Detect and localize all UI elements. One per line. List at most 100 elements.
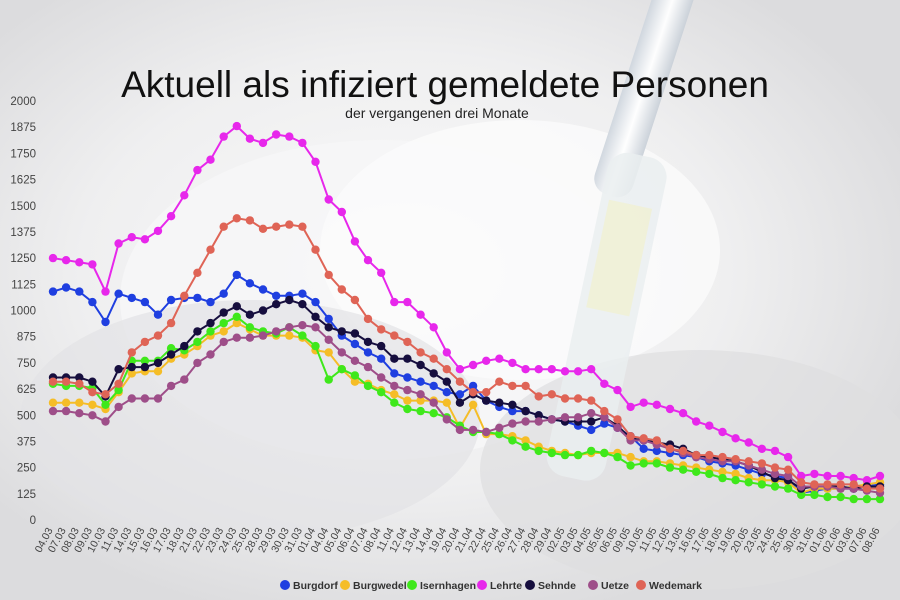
data-point (482, 356, 491, 365)
data-point (363, 337, 373, 347)
data-point (390, 398, 399, 407)
data-point (534, 417, 543, 426)
data-point (783, 484, 793, 493)
data-point (140, 356, 150, 365)
data-point (416, 396, 425, 405)
data-point (285, 220, 294, 229)
data-point (61, 256, 71, 265)
data-point (731, 476, 740, 485)
data-point (810, 469, 819, 479)
data-point (692, 467, 701, 476)
y-tick-label: 0 (30, 515, 36, 527)
data-point (442, 388, 451, 397)
data-point (547, 415, 556, 424)
data-point (285, 331, 294, 340)
data-point (48, 287, 58, 296)
data-point (849, 473, 858, 483)
data-point (429, 323, 438, 332)
data-point (114, 379, 123, 388)
data-point (61, 283, 71, 292)
data-point (153, 226, 163, 236)
data-point (377, 373, 386, 382)
data-point (600, 406, 609, 416)
data-point (390, 390, 399, 399)
data-point (272, 327, 281, 336)
data-point (573, 394, 583, 403)
data-point (442, 415, 451, 424)
data-point (626, 402, 635, 412)
data-point (114, 239, 123, 248)
data-point (166, 381, 176, 391)
data-point (495, 429, 504, 439)
data-point (652, 446, 661, 456)
data-point (521, 442, 530, 451)
data-point (206, 245, 215, 254)
data-point (678, 465, 688, 474)
data-point (665, 404, 675, 414)
data-point (797, 490, 806, 500)
data-point (298, 331, 307, 340)
data-point (429, 409, 438, 418)
y-tick-label: 750 (17, 358, 36, 370)
data-point (232, 302, 241, 311)
data-point (626, 461, 635, 470)
data-point (862, 476, 872, 485)
series-line (53, 298, 880, 490)
legend-marker (588, 580, 598, 590)
data-point (232, 270, 241, 280)
legend-label: Wedemark (649, 580, 702, 592)
data-point (600, 448, 609, 458)
data-point (757, 480, 767, 489)
data-point (166, 318, 176, 328)
data-point (797, 478, 806, 487)
chart-title: Aktuell als infiziert gemeldete Personen (121, 64, 769, 105)
data-point (245, 333, 255, 342)
data-point (573, 450, 583, 460)
data-point (140, 337, 150, 347)
data-point (770, 463, 780, 472)
data-point (377, 388, 386, 397)
data-point (416, 377, 425, 386)
legend-label: Isernhagen (420, 580, 476, 592)
data-point (350, 339, 360, 349)
data-point (652, 436, 661, 445)
data-point (508, 381, 517, 391)
data-point (127, 348, 136, 357)
data-point (442, 377, 451, 386)
data-point (180, 375, 189, 384)
data-point (823, 492, 832, 502)
data-point (272, 300, 281, 309)
data-point (272, 291, 281, 300)
data-point (75, 379, 84, 388)
data-point (770, 482, 780, 491)
legend-marker (525, 580, 535, 590)
data-point (298, 222, 307, 231)
data-point (652, 459, 661, 468)
data-point (324, 314, 333, 324)
data-point (573, 413, 583, 422)
data-point (127, 394, 136, 403)
y-tick-label: 500 (17, 410, 36, 422)
legend-label: Burgdorf (293, 580, 338, 592)
data-point (180, 341, 189, 351)
y-tick-label: 125 (17, 489, 36, 501)
legend-label: Sehnde (538, 580, 576, 592)
data-point (600, 379, 609, 388)
data-point (88, 388, 97, 397)
data-point (114, 365, 123, 374)
data-point (639, 434, 648, 443)
data-point (337, 327, 346, 336)
data-point (127, 233, 136, 242)
series-line (52, 124, 881, 482)
data-point (140, 394, 150, 403)
data-point (232, 214, 241, 223)
data-point (823, 471, 832, 481)
data-point (350, 295, 360, 305)
data-point (48, 406, 58, 416)
data-point (48, 377, 58, 386)
data-point (232, 318, 241, 328)
data-point (757, 459, 767, 468)
data-point (665, 444, 675, 453)
legend-marker (407, 580, 417, 590)
